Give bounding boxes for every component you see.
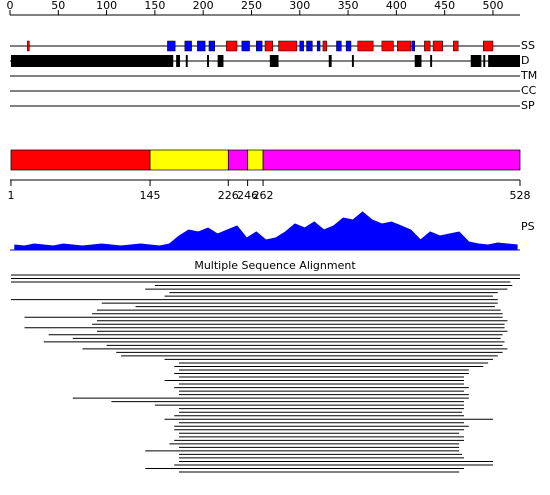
disorder <box>185 55 188 67</box>
disorder <box>269 55 279 67</box>
boundary-label: 226 <box>218 189 239 202</box>
boundary-label: 246 <box>237 189 258 202</box>
ss-element <box>424 40 431 52</box>
tick-label: 400 <box>386 0 407 12</box>
tick-label: 200 <box>193 0 214 12</box>
ss-element <box>345 40 352 52</box>
disorder <box>488 55 520 67</box>
track-label: D <box>521 54 529 67</box>
ss-element <box>336 40 342 52</box>
disorder <box>351 55 354 67</box>
ps-area <box>14 211 518 251</box>
domain <box>10 149 151 171</box>
ss-element <box>208 40 216 52</box>
tick-label: 0 <box>7 0 14 12</box>
ss-element <box>184 40 192 52</box>
disorder <box>207 55 209 67</box>
track-label: SP <box>521 99 535 112</box>
tick-label: 300 <box>289 0 310 12</box>
tick-label: 250 <box>241 0 262 12</box>
disorder <box>217 55 224 67</box>
ss-element <box>381 40 394 52</box>
boundary-label: 528 <box>510 189 531 202</box>
ss-element <box>357 40 374 52</box>
domain <box>227 149 248 171</box>
ss-element <box>278 40 298 52</box>
ss-element <box>299 40 304 52</box>
ss-element <box>264 40 273 52</box>
disorder <box>414 55 422 67</box>
boundary-label: 1 <box>7 189 14 202</box>
domain <box>247 149 264 171</box>
tick-label: 100 <box>96 0 117 12</box>
ss-element <box>241 40 250 52</box>
disorder <box>176 55 180 67</box>
tick-label: 500 <box>482 0 503 12</box>
track-label: CC <box>521 84 537 97</box>
track-label: SS <box>521 39 535 52</box>
boundary-label: 262 <box>253 189 274 202</box>
disorder <box>483 55 486 67</box>
disorder <box>470 55 482 67</box>
boundary-label: 145 <box>140 189 161 202</box>
tick-label: 150 <box>144 0 165 12</box>
disorder <box>430 55 433 67</box>
ss-element <box>226 40 238 52</box>
ss-element <box>322 40 328 52</box>
ss-element <box>316 40 321 52</box>
ss-element <box>453 40 459 52</box>
ss-element <box>397 40 412 52</box>
ss-element <box>167 40 176 52</box>
ss-element <box>432 40 443 52</box>
ss-element <box>411 40 415 52</box>
track-label: TM <box>520 69 537 82</box>
tick-label: 50 <box>51 0 65 12</box>
ss-element <box>197 40 206 52</box>
domain <box>149 149 229 171</box>
ss-element <box>27 40 30 52</box>
ss-element <box>483 40 494 52</box>
disorder <box>328 55 332 67</box>
msa-title: Multiple Sequence Alignment <box>194 259 356 272</box>
tick-label: 350 <box>338 0 359 12</box>
disorder <box>10 55 174 67</box>
ss-element <box>256 40 263 52</box>
ss-element <box>306 40 313 52</box>
track-label: PS <box>521 220 535 233</box>
domain <box>262 149 521 171</box>
tick-label: 450 <box>434 0 455 12</box>
